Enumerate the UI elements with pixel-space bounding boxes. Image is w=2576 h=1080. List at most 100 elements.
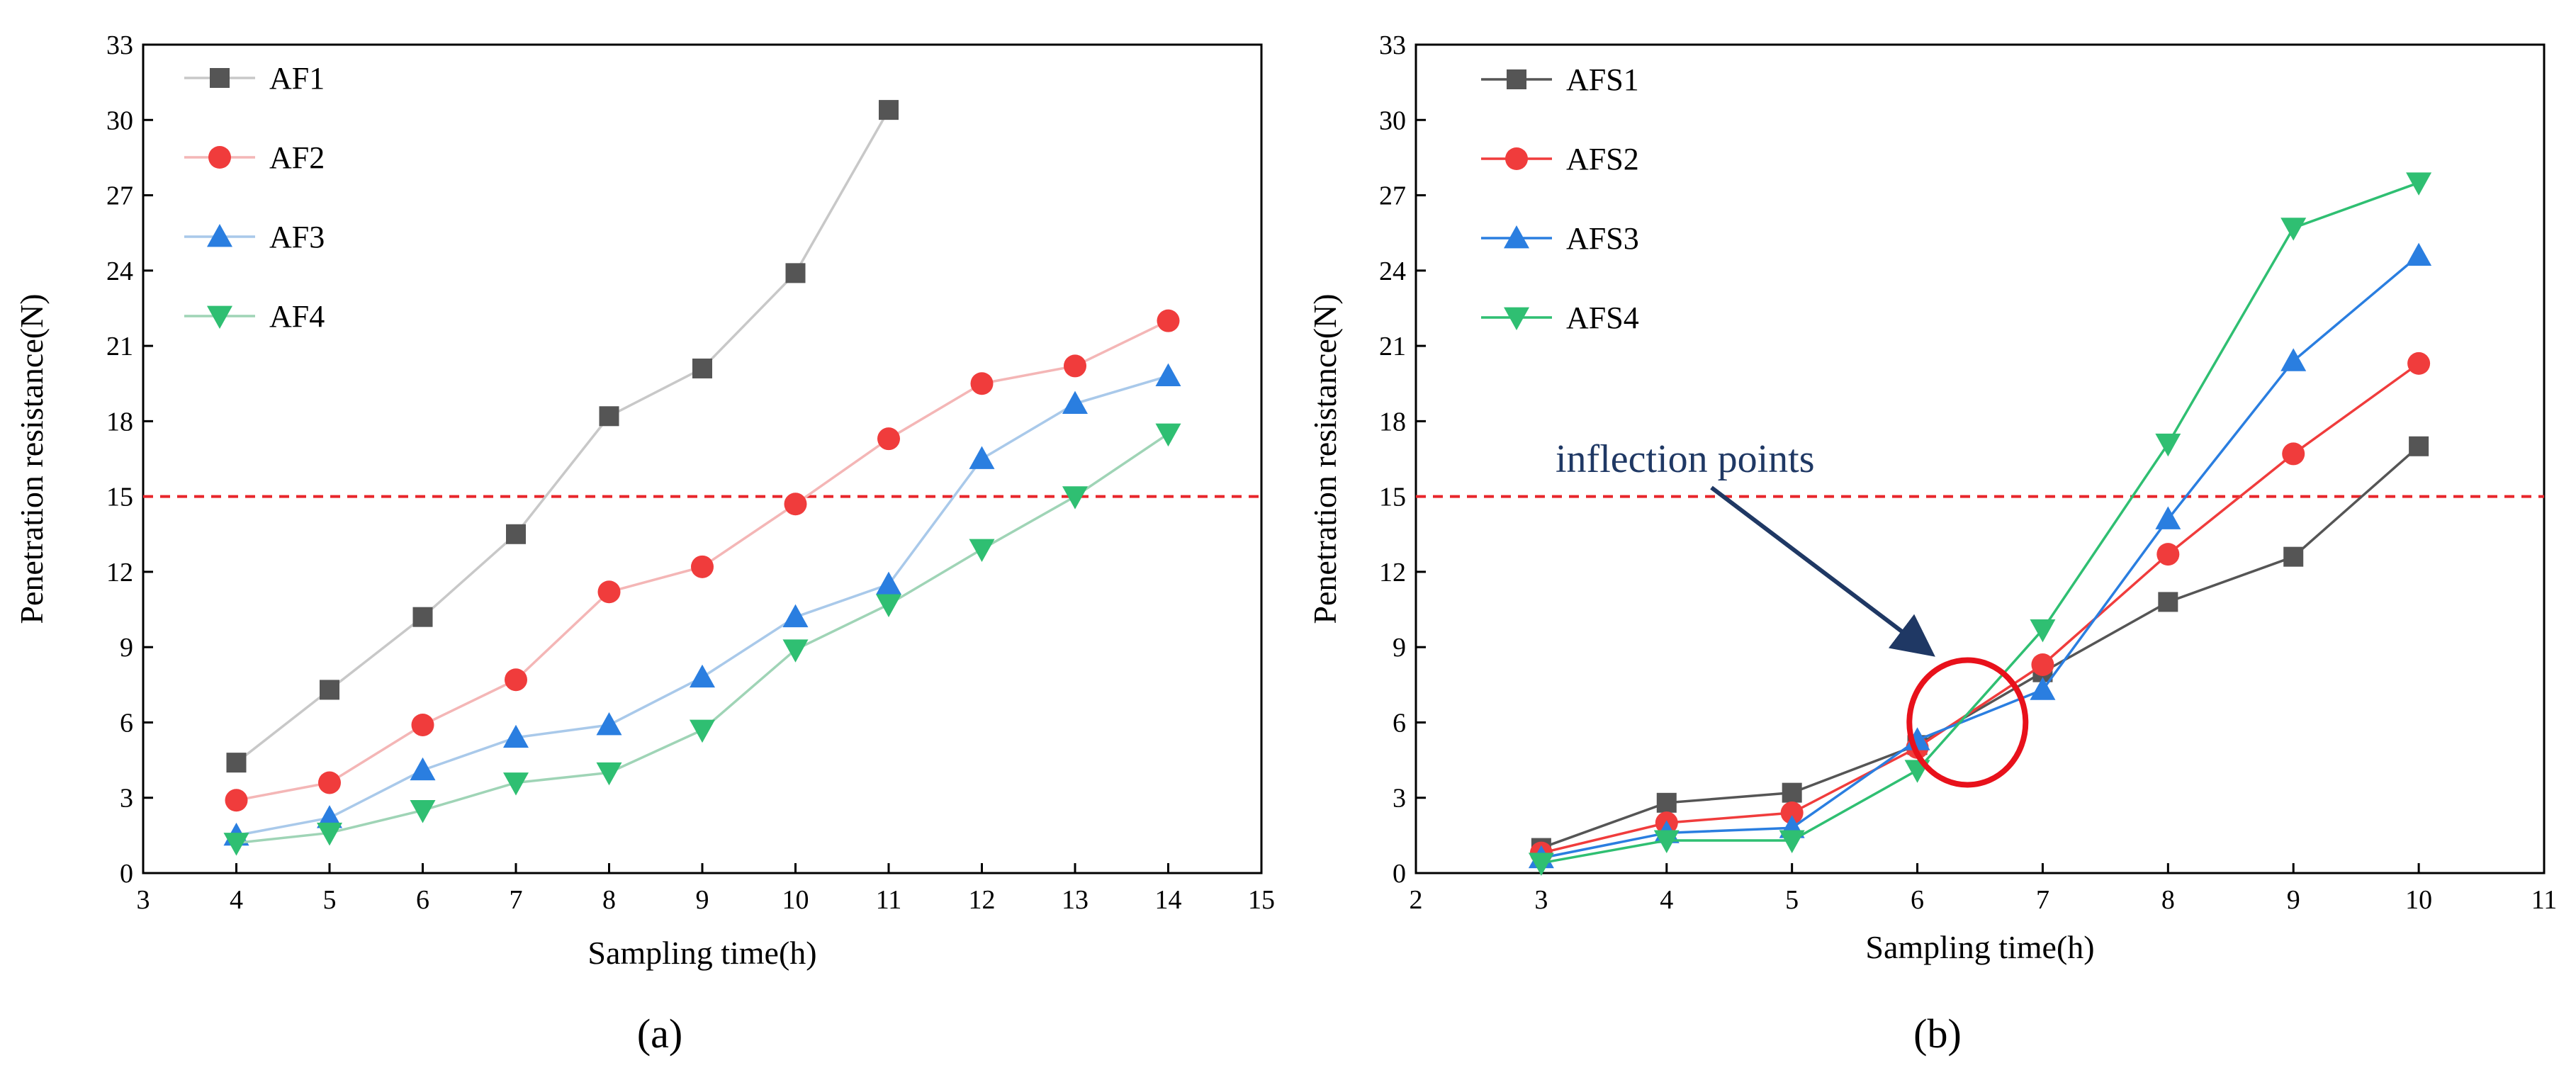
data-point-afs2 [2407, 351, 2431, 375]
x-tick-label: 5 [1785, 885, 1799, 915]
data-point-af4 [596, 762, 622, 786]
data-point-af2 [877, 427, 900, 451]
data-point-af3 [782, 604, 809, 628]
inflection-label: inflection points [1556, 437, 1815, 481]
legend-marker [207, 305, 232, 329]
data-point-afs1 [2409, 436, 2429, 456]
y-tick-label: 0 [1393, 859, 1406, 889]
data-point-af1 [506, 524, 526, 544]
data-point-afs4 [1779, 830, 1805, 853]
data-point-afs1 [1782, 782, 1802, 803]
legend-marker [1505, 147, 1528, 170]
x-tick-label: 14 [1155, 885, 1182, 915]
y-tick-label: 6 [120, 708, 133, 738]
data-point-af2 [411, 713, 434, 736]
data-point-af4 [969, 539, 995, 563]
data-point-afs2 [2156, 543, 2180, 566]
series-line-af3 [236, 374, 1169, 837]
panel-a: 3 4 5 6 7 8 9 10 11 12 13 14 1503691215182124273033A… [13, 30, 1275, 1057]
data-point-af2 [318, 771, 341, 794]
legend-marker [207, 224, 232, 247]
data-point-af4 [410, 800, 436, 823]
data-point-af2 [691, 555, 714, 578]
data-point-af2 [970, 372, 994, 395]
data-point-af2 [1064, 354, 1086, 378]
y-axis-title: Penetration resistance(N) [1307, 293, 1343, 624]
y-axis-title: Penetration resistance(N) [13, 293, 50, 624]
series-line-af1 [235, 109, 890, 764]
data-point-afs4 [1653, 830, 1680, 853]
panel-label: (a) [637, 1011, 682, 1057]
data-point-af4 [876, 594, 901, 617]
y-tick-label: 30 [1379, 106, 1406, 135]
y-tick-label: 15 [1379, 483, 1406, 512]
y-tick-label: 3 [120, 784, 133, 814]
legend-marker [210, 68, 230, 88]
x-tick-label: 3 [1534, 885, 1548, 915]
y-tick-label: 27 [1379, 181, 1406, 211]
data-point-af3 [410, 757, 436, 781]
data-point-af4 [317, 822, 342, 846]
series-line-afs3 [1541, 254, 2420, 860]
y-tick-label: 9 [1393, 633, 1406, 663]
x-tick-label: 8 [602, 885, 616, 915]
data-point-afs2 [2031, 653, 2054, 676]
data-point-af1 [320, 680, 339, 700]
x-tick-label: 8 [2161, 885, 2175, 915]
x-tick-label: 2 [1410, 885, 1423, 915]
plot-frame [1414, 43, 2546, 874]
series-line-afs2 [1541, 362, 2420, 855]
data-point-af3 [596, 711, 622, 736]
data-point-af2 [225, 789, 248, 812]
y-tick-label: 24 [106, 257, 133, 286]
data-point-af2 [597, 580, 621, 604]
data-point-af3 [1062, 390, 1088, 414]
data-point-af3 [969, 446, 995, 469]
x-tick-label: 15 [1248, 885, 1275, 915]
data-point-afs4 [2155, 433, 2181, 457]
legend-label: AFS1 [1566, 62, 1639, 97]
inflection-circle [1906, 657, 2029, 788]
legend-marker [1504, 225, 1529, 249]
x-tick-label: 7 [510, 885, 523, 915]
x-tick-label: 12 [969, 885, 996, 915]
data-point-af3 [690, 664, 715, 688]
panel-b: 2 3 4 5 6 7 8 9 10 11 0 3 6 9 12 15 18 21 24 27 30 33 AFS1 AFS2… [1307, 30, 2557, 1057]
y-tick-label: 30 [106, 106, 133, 135]
data-point-afs3 [2406, 242, 2432, 266]
inflection-arrow [1710, 485, 1935, 657]
y-tick-label: 0 [120, 859, 133, 889]
y-tick-label: 6 [1393, 708, 1406, 738]
data-point-af4 [782, 639, 809, 663]
legend-label: AF4 [269, 299, 325, 334]
legend-marker [1507, 69, 1526, 89]
data-point-af4 [503, 772, 529, 796]
legend-label: AFS3 [1566, 221, 1639, 256]
data-point-afs4 [2406, 172, 2432, 196]
data-point-af1 [599, 406, 619, 427]
data-point-af1 [412, 607, 433, 627]
x-tick-label: 10 [2405, 885, 2432, 915]
x-tick-label: 7 [2036, 885, 2049, 915]
x-tick-label: 13 [1062, 885, 1089, 915]
series-line-afs1 [1541, 445, 2420, 850]
data-point-af3 [503, 724, 529, 748]
legend-label: AFS4 [1566, 300, 1639, 335]
y-tick-label: 33 [106, 30, 133, 60]
y-tick-label: 3 [1393, 784, 1406, 814]
legend-marker [208, 146, 231, 169]
data-point-afs3 [2155, 506, 2181, 529]
data-point-afs1 [2283, 546, 2304, 567]
data-point-afs2 [2282, 442, 2305, 466]
x-tick-label: 10 [782, 885, 809, 915]
data-point-af2 [1157, 309, 1180, 332]
y-tick-label: 24 [1379, 257, 1406, 286]
y-tick-label: 9 [120, 633, 133, 663]
legend-label: AF2 [269, 140, 325, 175]
data-point-af1 [692, 358, 712, 378]
legend-label: AF1 [269, 61, 325, 96]
x-tick-label: 9 [2287, 885, 2300, 915]
y-tick-label: 21 [106, 332, 133, 361]
data-point-afs4 [1528, 853, 1554, 876]
